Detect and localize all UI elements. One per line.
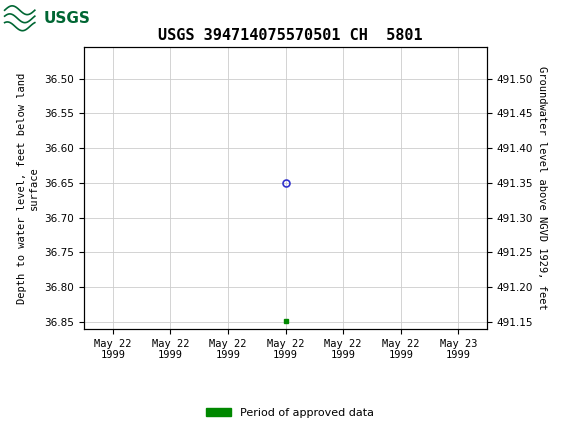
Text: USGS: USGS bbox=[44, 11, 90, 26]
Legend: Period of approved data: Period of approved data bbox=[202, 403, 378, 422]
Bar bbox=[3, 2, 64, 35]
Y-axis label: Depth to water level, feet below land
surface: Depth to water level, feet below land su… bbox=[17, 73, 39, 304]
Y-axis label: Groundwater level above NGVD 1929, feet: Groundwater level above NGVD 1929, feet bbox=[537, 66, 548, 310]
Text: USGS 394714075570501 CH  5801: USGS 394714075570501 CH 5801 bbox=[158, 28, 422, 43]
